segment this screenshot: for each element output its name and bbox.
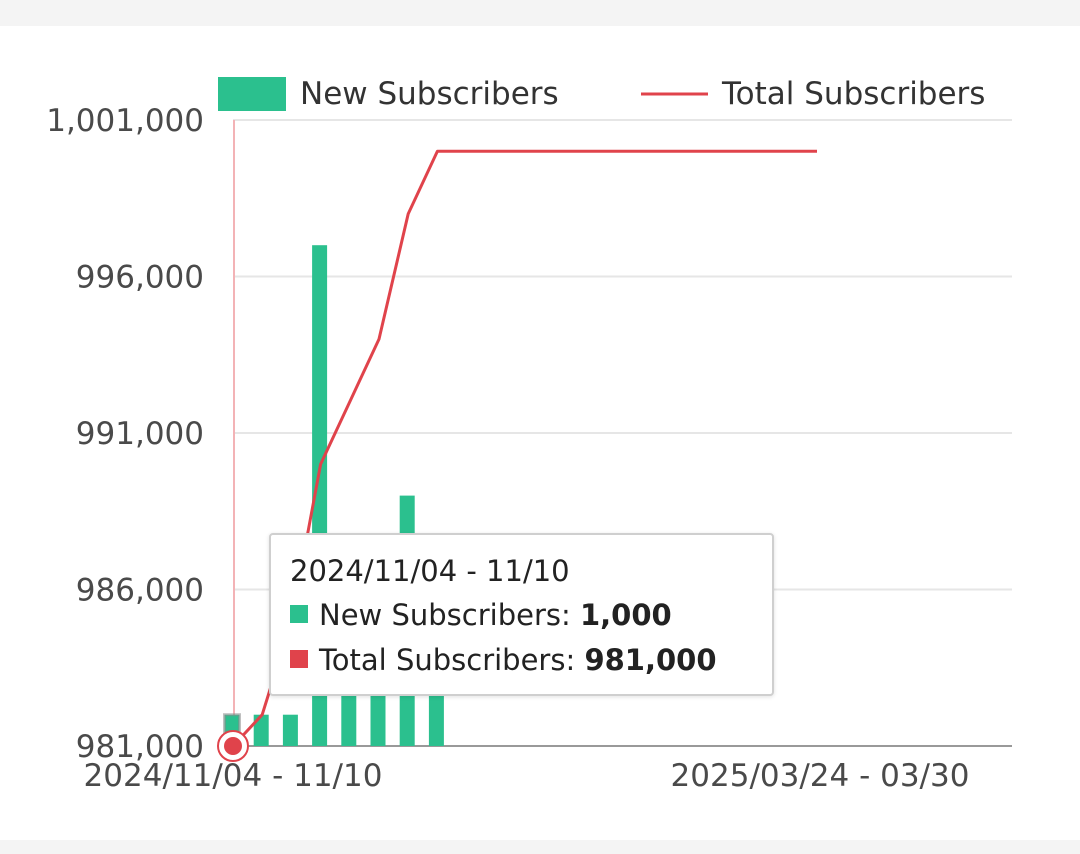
y-tick-label: 1,001,000 [46, 103, 204, 139]
bar-new-subscribers[interactable] [428, 683, 444, 746]
y-tick-label: 986,000 [76, 573, 204, 609]
subscribers-chart[interactable]: 981,000 986,000 991,000 996,000 1,001,000 20… [0, 26, 1080, 840]
tooltip-value: 1,000 [579, 598, 672, 632]
line-total-subscribers[interactable] [231, 149, 817, 748]
new-subscribers-swatch [290, 605, 308, 623]
bar-new-subscribers[interactable] [341, 683, 357, 746]
highlight-point[interactable] [224, 737, 242, 755]
tooltip-title: 2024/11/04 - 11/10 [290, 554, 570, 588]
tooltip-row-new-subscribers: New Subscribers: 1,000 [290, 593, 772, 638]
y-tick-label: 991,000 [76, 416, 204, 452]
bar-new-subscribers[interactable] [253, 714, 269, 746]
bar-new-subscribers[interactable] [370, 683, 386, 746]
x-tick-label: 2025/03/24 - 03/30 [671, 758, 970, 794]
bar-new-subscribers[interactable] [282, 714, 298, 746]
chart-card: 981,000 986,000 991,000 996,000 1,001,000 20… [0, 26, 1080, 840]
legend-label: Total Subscribers [721, 76, 985, 112]
legend-label: New Subscribers [300, 76, 559, 112]
tooltip-label: New Subscribers: [319, 598, 580, 632]
y-tick-label: 996,000 [76, 260, 204, 296]
legend-item-new-subscribers[interactable]: New Subscribers [218, 76, 559, 112]
legend-item-total-subscribers[interactable]: Total Subscribers [641, 76, 985, 112]
tooltip-row-total-subscribers: Total Subscribers: 981,000 [290, 638, 772, 683]
y-tick-label: 981,000 [76, 729, 204, 765]
total-subscribers-swatch [290, 650, 308, 668]
chart-tooltip: 2024/11/04 - 11/10 New Subscribers: 1,00… [269, 533, 774, 696]
tooltip-value: 981,000 [584, 643, 717, 677]
x-tick-label: 2024/11/04 - 11/10 [84, 758, 383, 794]
tooltip-label: Total Subscribers: [319, 643, 585, 677]
legend-swatch-bar [218, 77, 286, 111]
